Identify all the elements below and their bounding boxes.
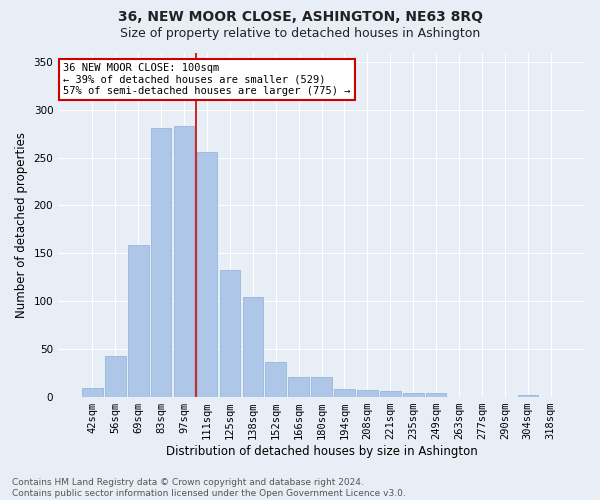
Bar <box>357 390 378 396</box>
Bar <box>518 394 538 396</box>
Text: 36, NEW MOOR CLOSE, ASHINGTON, NE63 8RQ: 36, NEW MOOR CLOSE, ASHINGTON, NE63 8RQ <box>118 10 482 24</box>
Bar <box>105 356 125 397</box>
Text: 36 NEW MOOR CLOSE: 100sqm
← 39% of detached houses are smaller (529)
57% of semi: 36 NEW MOOR CLOSE: 100sqm ← 39% of detac… <box>64 63 351 96</box>
Bar <box>242 297 263 396</box>
X-axis label: Distribution of detached houses by size in Ashington: Distribution of detached houses by size … <box>166 444 478 458</box>
Bar <box>197 152 217 396</box>
Bar <box>426 393 446 396</box>
Text: Size of property relative to detached houses in Ashington: Size of property relative to detached ho… <box>120 28 480 40</box>
Bar <box>174 126 194 396</box>
Bar <box>311 376 332 396</box>
Bar <box>82 388 103 396</box>
Bar <box>334 389 355 396</box>
Text: Contains HM Land Registry data © Crown copyright and database right 2024.
Contai: Contains HM Land Registry data © Crown c… <box>12 478 406 498</box>
Bar <box>265 362 286 396</box>
Bar <box>151 128 172 396</box>
Bar <box>403 393 424 396</box>
Bar <box>380 391 401 396</box>
Bar <box>128 244 149 396</box>
Bar <box>220 270 240 396</box>
Y-axis label: Number of detached properties: Number of detached properties <box>15 132 28 318</box>
Bar <box>289 376 309 396</box>
